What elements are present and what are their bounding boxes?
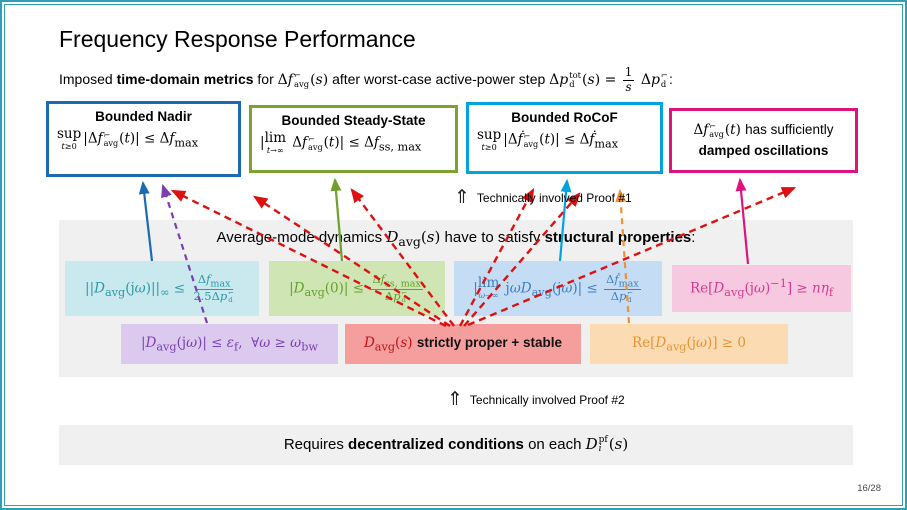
structural-properties-heading: Average-mode dynamics Davg(s) have to sa… bbox=[216, 228, 696, 249]
decentralized-conditions-text: Requires decentralized conditions on eac… bbox=[283, 434, 629, 455]
dc-gain-bound-box: |Davg(0)| ≤ Δfss, max Δp ⌐ d bbox=[269, 261, 445, 316]
bounded-steady-state-title: Bounded Steady-State bbox=[281, 113, 426, 128]
dc-gain-bound-formula: |Davg(0)| ≤ Δfss, max Δp ⌐ d bbox=[289, 271, 423, 305]
hinf-norm-bound-box: ||Davg(jω)||∞ ≤ Δfmax 2.5Δp ⌐ d bbox=[65, 261, 259, 316]
double-up-arrow-icon: ⇑ bbox=[454, 187, 470, 208]
proof1-annotation: ⇑ Technically involved Proof #1 bbox=[454, 188, 632, 207]
decentralized-conditions-panel: Requires decentralized conditions on eac… bbox=[59, 425, 853, 465]
intro-text: Imposed time-domain metrics for Δf ⌐ avg (s… bbox=[59, 65, 673, 94]
bounded-rocof-box: Bounded RoCoF sup t≥0 |Δḟ ⌐ avg (t)| ≤ Δḟmax bbox=[466, 102, 663, 174]
page-number: 16/28 bbox=[857, 483, 881, 494]
slide-title: Frequency Response Performance bbox=[59, 26, 416, 52]
strictly-proper-stable-box: Davg(s) strictly proper + stable bbox=[345, 324, 581, 364]
bounded-rocof-title: Bounded RoCoF bbox=[511, 110, 618, 125]
bounded-steady-state-formula: | lim t→∞ Δf ⌐ avg (t)| ≤ Δfss, max bbox=[260, 130, 422, 155]
bounded-nadir-box: Bounded Nadir sup t≥0 |Δf ⌐ avg (t)| ≤ Δfmax bbox=[46, 101, 241, 177]
high-frequency-gain-bound-box: | lim ω→∞ jωDavg(jω)| ≤ Δḟmax Δp ⌐ d bbox=[454, 261, 662, 316]
damping-inequality-formula: Re[Davg(jω)−1] ≥ nηf bbox=[690, 277, 833, 300]
damping-inequality-box: Re[Davg(jω)−1] ≥ nηf bbox=[672, 265, 851, 312]
proof1-label: Technically involved Proof #1 bbox=[476, 190, 632, 205]
bandwidth-rolloff-formula: |Davg(jω)| ≤ εf, ∀ω ≥ ωbw bbox=[140, 334, 319, 354]
damped-oscillations-text: Δf ⌐ avg (t) has sufficiently damped oscilla… bbox=[693, 120, 834, 158]
strictly-proper-stable-formula: Davg(s) strictly proper + stable bbox=[363, 334, 563, 354]
bounded-steady-state-box: Bounded Steady-State | lim t→∞ Δf ⌐ avg (t)| … bbox=[249, 105, 458, 173]
positive-realness-box: Re[Davg(jω)] ≥ 0 bbox=[590, 324, 788, 364]
damped-oscillations-box: Δf ⌐ avg (t) has sufficiently damped oscilla… bbox=[669, 108, 858, 173]
bounded-nadir-formula: sup t≥0 |Δf ⌐ avg (t)| ≤ Δfmax bbox=[57, 126, 199, 151]
bounded-nadir-title: Bounded Nadir bbox=[95, 109, 192, 124]
bandwidth-rolloff-box: |Davg(jω)| ≤ εf, ∀ω ≥ ωbw bbox=[121, 324, 338, 364]
proof2-label: Technically involved Proof #2 bbox=[469, 392, 625, 407]
double-up-arrow-icon: ⇑ bbox=[447, 389, 463, 410]
positive-realness-formula: Re[Davg(jω)] ≥ 0 bbox=[631, 334, 746, 354]
hinf-norm-bound-formula: ||Davg(jω)||∞ ≤ Δfmax 2.5Δp ⌐ d bbox=[85, 271, 234, 305]
bounded-rocof-formula: sup t≥0 |Δḟ ⌐ avg (t)| ≤ Δḟmax bbox=[477, 127, 619, 152]
proof2-annotation: ⇑ Technically involved Proof #2 bbox=[447, 390, 625, 409]
high-frequency-gain-bound-formula: | lim ω→∞ jωDavg(jω)| ≤ Δḟmax Δp ⌐ d bbox=[473, 271, 641, 305]
